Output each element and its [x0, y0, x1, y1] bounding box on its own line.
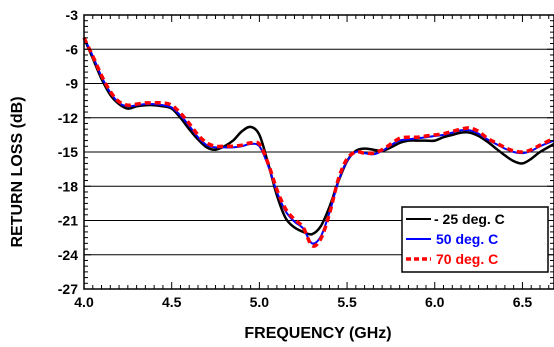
legend-label-70c: 70 deg. C — [436, 251, 498, 267]
series-lines — [82, 37, 554, 248]
series-line — [82, 37, 554, 236]
x-axis-title: FREQUENCY (GHz) — [244, 325, 391, 342]
y-tick-label: -21 — [58, 213, 78, 229]
series-line — [83, 37, 554, 245]
x-tick-label: 5.5 — [337, 294, 357, 310]
legend: - 25 deg. C 50 deg. C 70 deg. C — [401, 206, 549, 273]
y-tick-label: -18 — [58, 178, 78, 194]
y-tick-label: -9 — [66, 76, 79, 92]
y-axis-title: RETURN LOSS (dB) — [9, 96, 26, 247]
legend-label-50c: 50 deg. C — [436, 231, 498, 247]
x-tick-label: 4.0 — [74, 294, 94, 310]
y-tick-label: -12 — [58, 110, 78, 126]
y-tick-label: -24 — [58, 247, 78, 263]
y-tick-label: -27 — [58, 281, 78, 297]
tick-labels: -3 -6 -9 -12 -15 -18 -21 -24 -274.0 4.5 5.0 5.5 6.0 6… — [58, 7, 533, 310]
axis-ticks — [83, 14, 554, 290]
legend-label-25c: - 25 deg. C — [434, 211, 505, 227]
series-line — [82, 37, 554, 248]
y-tick-label: -3 — [66, 7, 79, 23]
y-tick-label: -6 — [66, 41, 79, 57]
grid-lines — [84, 48, 554, 256]
y-tick-label: -15 — [58, 144, 78, 160]
x-tick-label: 4.5 — [162, 294, 182, 310]
x-tick-label: 5.0 — [250, 294, 270, 310]
x-tick-label: 6.0 — [425, 294, 445, 310]
x-tick-label: 6.5 — [513, 294, 533, 310]
